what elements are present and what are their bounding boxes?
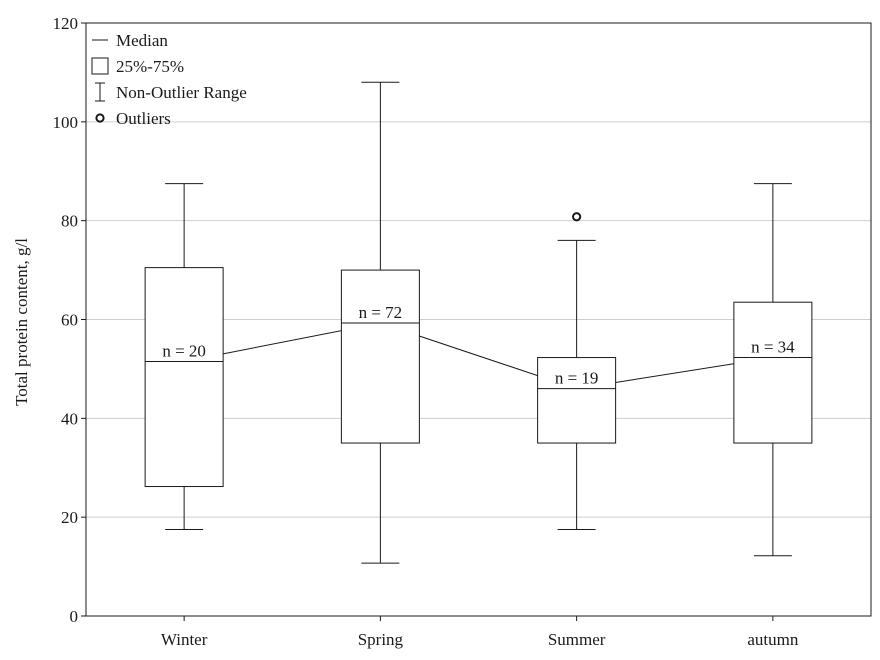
x-category-label: autumn — [747, 630, 798, 649]
iqr-box — [340, 269, 420, 444]
legend-label: Median — [116, 31, 168, 50]
median-connector — [184, 322, 773, 390]
x-category-label: Winter — [161, 630, 208, 649]
sample-size-label: n = 19 — [555, 369, 599, 388]
legend: Median 25%-75% Non-Outlier Range Outliers — [91, 31, 247, 128]
x-category-label: Spring — [358, 630, 404, 649]
outlier-point — [572, 212, 582, 222]
x-category-label: Summer — [548, 630, 606, 649]
sample-size-label: n = 34 — [751, 338, 795, 357]
y-tick-label: 100 — [53, 113, 79, 132]
iqr-box — [144, 267, 224, 488]
y-tick-label: 120 — [53, 14, 79, 33]
y-tick-label: 80 — [61, 212, 78, 231]
legend-outlier-symbol — [95, 113, 105, 123]
boxes: n = 20 n = 72 n = 19 n = 34 — [144, 81, 813, 564]
box-spring: n = 72 — [340, 81, 420, 564]
y-tick-label: 60 — [61, 311, 78, 330]
iqr-box — [733, 301, 813, 444]
box-autumn: n = 34 — [733, 183, 813, 557]
x-axis-categories: Winter Spring Summer autumn — [161, 616, 799, 649]
sample-size-label: n = 72 — [359, 303, 403, 322]
box-winter: n = 20 — [144, 183, 224, 531]
legend-label: Non-Outlier Range — [116, 83, 247, 102]
y-axis-label: Total protein content, g/l — [12, 238, 31, 406]
legend-label: Outliers — [116, 109, 171, 128]
sample-size-label: n = 20 — [162, 342, 206, 361]
y-axis-ticks: 0 20 40 60 80 100 120 — [53, 14, 86, 626]
y-tick-label: 40 — [61, 409, 78, 428]
legend-box-symbol — [91, 57, 109, 75]
y-tick-label: 20 — [61, 508, 78, 527]
y-tick-label: 0 — [70, 607, 79, 626]
box-summer: n = 19 — [537, 212, 617, 531]
iqr-box — [537, 357, 617, 444]
legend-label: 25%-75% — [116, 57, 184, 76]
median-connector-line — [184, 322, 773, 390]
